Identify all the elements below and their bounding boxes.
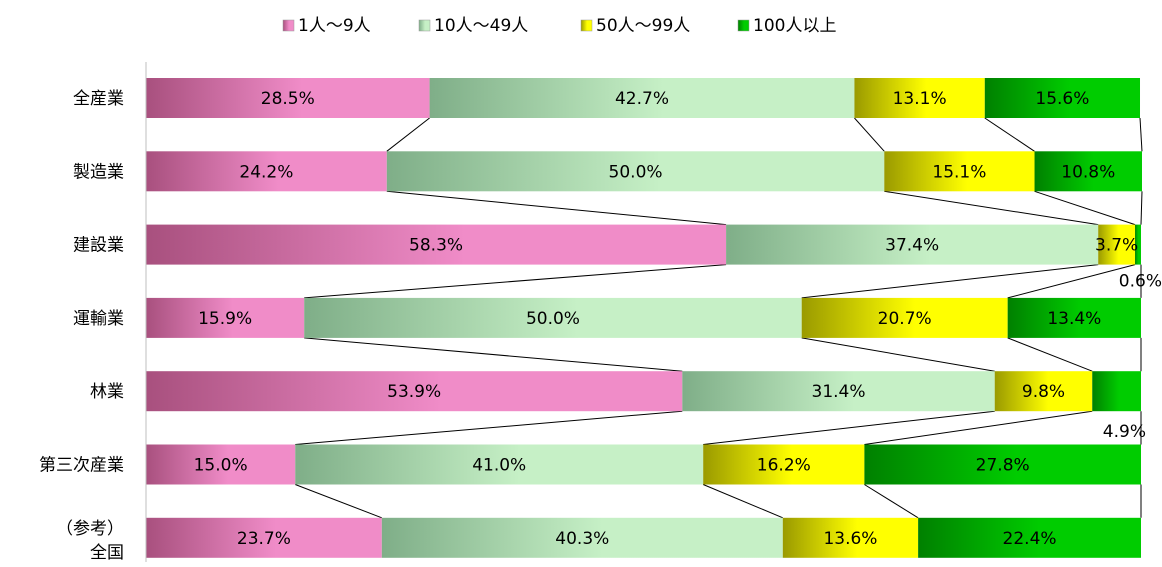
series-line xyxy=(304,264,727,299)
data-label: 27.8% xyxy=(976,456,1030,476)
bar-segment xyxy=(994,371,1093,412)
bar-segment xyxy=(146,297,305,338)
data-label: 13.1% xyxy=(893,89,947,109)
legend-swatch xyxy=(282,19,295,32)
category-label: 全産業 xyxy=(73,89,124,109)
series-line xyxy=(884,190,1099,226)
data-label: 22.4% xyxy=(1003,529,1057,549)
series-line xyxy=(801,337,995,372)
data-label: 42.7% xyxy=(615,89,669,109)
category-label: （参考） xyxy=(56,519,124,539)
bar-segment xyxy=(1034,151,1142,192)
category-label: 林業 xyxy=(90,382,124,402)
bar-segment xyxy=(146,517,382,558)
series-line xyxy=(1034,190,1136,226)
series-line xyxy=(295,484,382,519)
legend-swatch xyxy=(418,19,431,32)
legend-label: 10人～49人 xyxy=(434,16,528,36)
series-line xyxy=(854,117,885,152)
bar-segment xyxy=(801,297,1008,338)
data-label: 13.6% xyxy=(823,529,877,549)
bar-segment xyxy=(854,78,985,118)
category-label: 全国 xyxy=(90,543,124,563)
data-label: 28.5% xyxy=(261,89,315,109)
data-label: 31.4% xyxy=(812,382,866,402)
bar-segment xyxy=(782,517,919,558)
series-line xyxy=(703,484,783,519)
data-label: 41.0% xyxy=(472,456,526,476)
legend-label: 1人～9人 xyxy=(298,16,371,36)
series-line xyxy=(386,117,430,152)
bar-segment xyxy=(295,444,704,485)
legend: 1人～9人 10人～49人 50人～99人 100人以上 xyxy=(282,16,836,36)
series-line xyxy=(1140,191,1143,225)
data-label: 10.8% xyxy=(1061,162,1115,182)
series-line xyxy=(304,337,683,372)
category-label: 製造業 xyxy=(73,162,124,182)
bar-segment xyxy=(386,151,885,192)
bar-segment xyxy=(1092,371,1141,412)
bar-segment xyxy=(1007,297,1141,338)
bar-segment xyxy=(984,78,1141,118)
data-label: 23.7% xyxy=(237,529,291,549)
data-label: 40.3% xyxy=(555,529,609,549)
data-label: 15.0% xyxy=(194,456,248,476)
bar-segment xyxy=(146,224,727,265)
data-label: 15.9% xyxy=(198,309,252,329)
bar-segment xyxy=(146,151,387,192)
legend-swatch xyxy=(580,19,593,32)
data-label: 4.9% xyxy=(1103,422,1146,442)
bar-segment xyxy=(146,371,683,412)
data-label: 0.6% xyxy=(1119,272,1162,292)
data-label: 50.0% xyxy=(526,309,580,329)
legend-swatch xyxy=(737,19,750,32)
data-label: 37.4% xyxy=(885,236,939,256)
data-label: 58.3% xyxy=(409,236,463,256)
data-label: 3.7% xyxy=(1095,236,1138,256)
data-label: 13.4% xyxy=(1047,309,1101,329)
series-line xyxy=(703,410,995,445)
series-line xyxy=(984,117,1035,152)
bar-segment xyxy=(884,151,1035,192)
series-line xyxy=(1139,117,1143,152)
bar-segment xyxy=(146,444,296,485)
data-label: 50.0% xyxy=(609,162,663,182)
legend-label: 100人以上 xyxy=(753,16,836,36)
data-label: 16.2% xyxy=(757,456,811,476)
bar-segment xyxy=(1098,224,1136,265)
series-lines xyxy=(295,117,1143,519)
bar-segment xyxy=(703,444,865,485)
series-line xyxy=(864,484,919,519)
bar-segment xyxy=(429,78,855,118)
data-label: 15.6% xyxy=(1035,89,1089,109)
bar-segment xyxy=(726,224,1099,265)
data-label: 15.1% xyxy=(932,162,986,182)
series-line xyxy=(864,410,1093,445)
category-label: 第三次産業 xyxy=(39,456,124,476)
category-label: 建設業 xyxy=(73,236,124,256)
data-label: 9.8% xyxy=(1022,382,1065,402)
data-label: 20.7% xyxy=(878,309,932,329)
bar-segment xyxy=(864,444,1141,485)
legend-label: 50人～99人 xyxy=(596,16,690,36)
bar-segment xyxy=(381,517,783,558)
data-labels: 28.5% 42.7% 13.1% 15.6% 24.2% 50.0% 15.1% 10.8%… xyxy=(194,89,1162,549)
bar-segment xyxy=(146,78,430,118)
bar-segment xyxy=(304,297,802,338)
series-line xyxy=(1007,337,1093,372)
bar-segment xyxy=(682,371,995,412)
data-label: 53.9% xyxy=(387,382,441,402)
series-line xyxy=(1007,264,1136,299)
bar-segment xyxy=(1135,224,1141,265)
series-line xyxy=(295,410,683,445)
series-line xyxy=(386,190,727,226)
data-label: 24.2% xyxy=(239,162,293,182)
category-label: 運輸業 xyxy=(73,309,124,329)
series-line xyxy=(801,264,1099,299)
bar-segment xyxy=(918,517,1141,558)
bars xyxy=(146,78,1142,558)
